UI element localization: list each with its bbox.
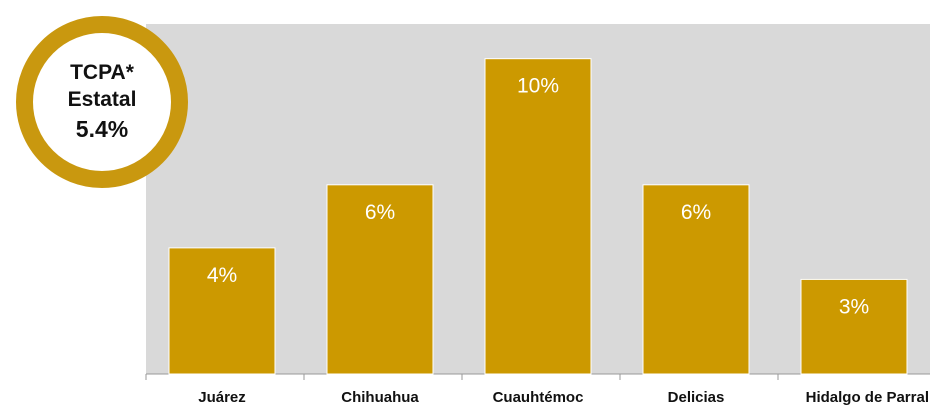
bar (168, 247, 276, 375)
category-label: Cuauhtémoc (493, 389, 584, 406)
bar (800, 278, 908, 375)
badge-value: 5.4% (75, 115, 129, 142)
bar (484, 58, 592, 375)
tcpa-badge: TCPA* Estatal 5.4% (16, 16, 188, 188)
data-label: 6% (681, 201, 711, 224)
category-label: Juárez (198, 389, 246, 406)
data-label: 10% (517, 75, 559, 98)
data-label: 3% (839, 295, 869, 318)
badge-subtitle: Estatal (67, 87, 137, 111)
data-label: 4% (207, 264, 237, 287)
category-label: Chihuahua (341, 389, 419, 406)
data-label: 6% (365, 201, 395, 224)
bar (642, 184, 750, 375)
category-label: Hidalgo de Parral (806, 389, 929, 406)
badge-title: TCPA* (70, 61, 134, 85)
category-label: Delicias (668, 389, 725, 406)
bar (326, 184, 434, 375)
